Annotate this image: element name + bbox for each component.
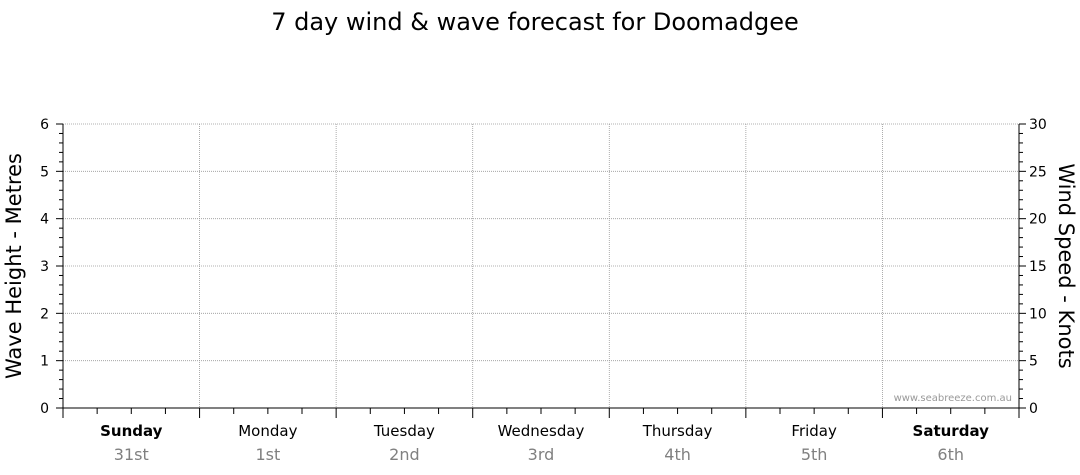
left-axis-ticks: 0 1 2 3 4 5 6 bbox=[40, 117, 63, 417]
left-tick-label: 0 bbox=[40, 401, 49, 417]
left-tick-label: 5 bbox=[40, 164, 49, 180]
right-axis-title: Wind Speed - Knots bbox=[1054, 163, 1078, 368]
day-name-label: Wednesday bbox=[498, 422, 585, 440]
axes bbox=[62, 124, 1020, 418]
day-name-label: Thursday bbox=[642, 422, 713, 440]
day-date-label: 4th bbox=[664, 445, 691, 464]
left-axis-title: Wave Height - Metres bbox=[2, 153, 26, 379]
right-tick-label: 5 bbox=[1029, 354, 1038, 370]
left-tick-label: 4 bbox=[40, 212, 49, 228]
day-name-label: Saturday bbox=[913, 422, 990, 440]
day-date-label: 6th bbox=[937, 445, 964, 464]
day-name-label: Monday bbox=[238, 422, 297, 440]
right-tick-label: 0 bbox=[1029, 401, 1038, 417]
right-tick-label: 25 bbox=[1029, 164, 1047, 180]
day-name-label: Friday bbox=[791, 422, 837, 440]
watermark: www.seabreeze.com.au bbox=[894, 393, 1012, 404]
day-date-label: 31st bbox=[114, 445, 149, 464]
left-tick-label: 1 bbox=[40, 354, 49, 370]
right-axis-ticks: 0 5 10 15 20 25 30 bbox=[1019, 117, 1047, 417]
right-tick-label: 30 bbox=[1029, 117, 1047, 133]
day-date-label: 1st bbox=[255, 445, 280, 464]
right-tick-label: 20 bbox=[1029, 212, 1047, 228]
day-name-label: Sunday bbox=[100, 422, 163, 440]
day-date-label: 3rd bbox=[528, 445, 555, 464]
gridlines bbox=[63, 123, 1019, 408]
right-tick-label: 15 bbox=[1029, 259, 1047, 275]
day-name-label: Tuesday bbox=[373, 422, 435, 440]
chart-title: 7 day wind & wave forecast for Doomadgee bbox=[271, 8, 799, 36]
left-tick-label: 6 bbox=[40, 117, 49, 133]
left-tick-label: 3 bbox=[40, 259, 49, 275]
left-tick-label: 2 bbox=[40, 306, 49, 322]
day-labels: Sunday 31st Monday 1st Tuesday 2nd Wednesday 3r… bbox=[100, 422, 989, 464]
right-tick-label: 10 bbox=[1029, 306, 1047, 322]
day-date-label: 5th bbox=[801, 445, 828, 464]
day-date-label: 2nd bbox=[389, 445, 419, 464]
